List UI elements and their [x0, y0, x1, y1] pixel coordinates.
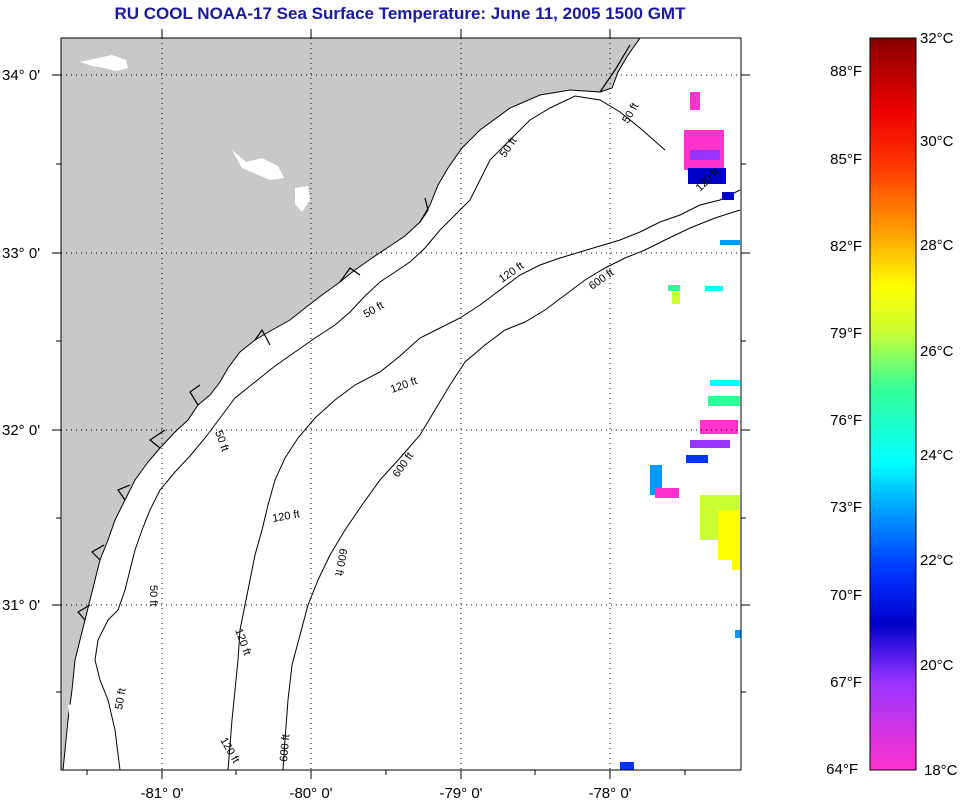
lat-label-34: 34° 0' [2, 67, 40, 84]
colorbar-c-label: 24°C [920, 447, 954, 464]
lon-label-80: -80° 0' [289, 785, 332, 801]
contour-label-50ft: 50 ft [113, 687, 129, 710]
colorbar-c-label: 22°C [920, 552, 954, 569]
colorbar [869, 37, 917, 771]
contour-600ft [282, 209, 741, 770]
land-mass [61, 38, 641, 770]
map-title: RU COOL NOAA-17 Sea Surface Temperature:… [114, 4, 686, 23]
colorbar-f-label: 67°F [830, 674, 862, 691]
map-frame [60, 37, 742, 771]
colorbar-f-label: 88°F [830, 63, 862, 80]
colorbar-c-label: 20°C [920, 657, 954, 674]
colorbar-c-label: 28°C [920, 237, 954, 254]
colorbar-c-label: 32°C [920, 30, 954, 47]
colorbar-c-label: 30°C [920, 133, 954, 150]
contour-50ft [94, 95, 666, 770]
lake [295, 186, 310, 212]
contour-label-600ft: 600 ft [278, 734, 292, 762]
colorbar-f-label: 79°F [830, 325, 862, 342]
colorbar-c-label: 18°C [924, 762, 958, 779]
graticule [61, 38, 741, 770]
sst-data [620, 92, 741, 770]
contour-label-600ft: 600 ft [332, 547, 349, 576]
lon-label-78: -78° 0' [588, 785, 631, 801]
contour-120ft [227, 189, 741, 770]
axis-ticks [52, 29, 750, 779]
contour-label-120ft: 120 ft [271, 508, 300, 525]
colorbar-f-label: 73°F [830, 499, 862, 516]
colorbar-c-label: 26°C [920, 343, 954, 360]
lat-label-32: 32° 0' [2, 422, 40, 439]
colorbar-f-label: 70°F [830, 587, 862, 604]
lat-label-33: 33° 0' [2, 245, 40, 262]
lake [232, 150, 284, 180]
colorbar-f-label: 82°F [830, 238, 862, 255]
colorbar-f-label: 76°F [830, 412, 862, 429]
lon-label-81: -81° 0' [140, 785, 183, 801]
lake [68, 703, 80, 720]
lake [80, 55, 128, 71]
colorbar-f-label: 85°F [830, 151, 862, 168]
lon-label-79: -79° 0' [439, 785, 482, 801]
contour-label-50ft: 50 ft [147, 585, 159, 606]
colorbar-f-label: 64°F [826, 761, 858, 778]
lat-label-31: 31° 0' [2, 597, 40, 614]
